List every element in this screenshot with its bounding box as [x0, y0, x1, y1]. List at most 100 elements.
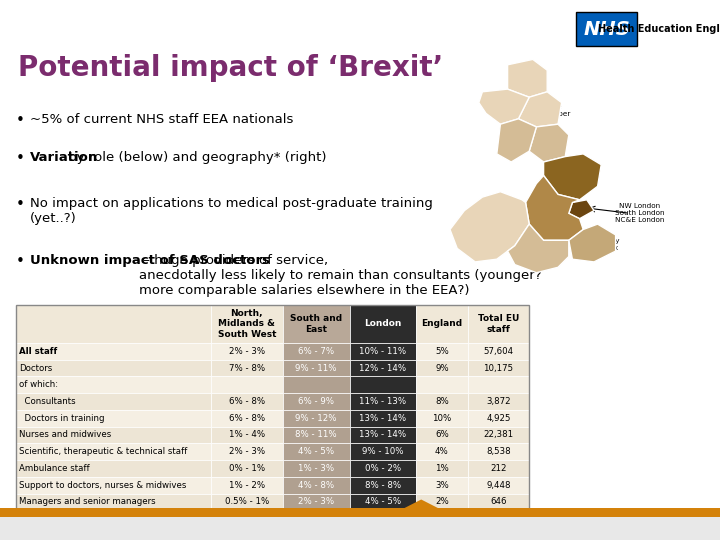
Bar: [467, 393, 529, 410]
Bar: [349, 443, 416, 460]
Text: 212: 212: [490, 464, 507, 473]
Bar: [283, 360, 349, 376]
Bar: [349, 360, 416, 376]
Text: 4% - 5%: 4% - 5%: [298, 447, 334, 456]
Text: 1%: 1%: [435, 464, 449, 473]
Bar: [467, 305, 529, 343]
Text: 22,381: 22,381: [483, 430, 513, 440]
Text: 9,448: 9,448: [486, 481, 510, 490]
Bar: [416, 410, 467, 427]
Text: 5%: 5%: [435, 347, 449, 356]
Text: 9% - 11%: 9% - 11%: [295, 363, 337, 373]
Bar: [416, 376, 467, 393]
Text: NHS: NHS: [584, 19, 630, 39]
FancyBboxPatch shape: [576, 12, 637, 46]
Text: 1% - 3%: 1% - 3%: [298, 464, 334, 473]
Bar: [467, 443, 529, 460]
Text: 6% - 7%: 6% - 7%: [298, 347, 334, 356]
Text: 6% - 8%: 6% - 8%: [229, 414, 265, 423]
Text: •: •: [16, 197, 24, 212]
Text: 10%: 10%: [432, 414, 451, 423]
Bar: [349, 410, 416, 427]
Bar: [467, 460, 529, 477]
Text: 13% - 14%: 13% - 14%: [359, 414, 407, 423]
Bar: [349, 460, 416, 477]
Text: *Darker regions indicate a higher proportion of EEA clinical staff: *Darker regions indicate a higher propor…: [193, 525, 527, 535]
Text: 3,872: 3,872: [486, 397, 510, 406]
Text: South West: South West: [465, 225, 507, 232]
Bar: [467, 343, 529, 360]
Bar: [467, 477, 529, 494]
Bar: [283, 393, 349, 410]
Text: Ambulance staff: Ambulance staff: [19, 464, 90, 473]
Text: 0% - 1%: 0% - 1%: [229, 464, 265, 473]
Text: 8,538: 8,538: [486, 447, 510, 456]
Polygon shape: [526, 176, 583, 240]
Bar: [16, 494, 211, 510]
Bar: [349, 393, 416, 410]
Text: No impact on applications to medical post-graduate training
(yet..?): No impact on applications to medical pos…: [30, 197, 433, 225]
Text: 10,175: 10,175: [483, 363, 513, 373]
Text: 57,604: 57,604: [483, 347, 513, 356]
Bar: [211, 360, 283, 376]
Text: ~5% of current NHS staff EEA nationals: ~5% of current NHS staff EEA nationals: [30, 113, 294, 126]
Text: South and
East: South and East: [290, 314, 342, 334]
Text: Doctors: Doctors: [19, 363, 53, 373]
Bar: [283, 343, 349, 360]
Bar: [16, 410, 211, 427]
Text: by role (below) and geography* (right): by role (below) and geography* (right): [64, 151, 326, 164]
Bar: [0, 508, 720, 517]
Text: 9% - 12%: 9% - 12%: [295, 414, 337, 423]
Bar: [211, 393, 283, 410]
Text: 2% - 3%: 2% - 3%: [229, 447, 265, 456]
Polygon shape: [508, 224, 569, 273]
Bar: [467, 376, 529, 393]
Bar: [16, 305, 529, 510]
Bar: [467, 360, 529, 376]
Text: 7% - 8%: 7% - 8%: [229, 363, 265, 373]
Text: 6%: 6%: [435, 430, 449, 440]
Polygon shape: [508, 59, 547, 97]
Text: England: England: [421, 320, 462, 328]
Bar: [16, 460, 211, 477]
Text: London: London: [364, 320, 402, 328]
Text: of which:: of which:: [19, 380, 58, 389]
Bar: [211, 410, 283, 427]
Text: •: •: [16, 113, 24, 129]
Text: •: •: [16, 254, 24, 269]
Text: 1% - 2%: 1% - 2%: [229, 481, 265, 490]
Bar: [416, 477, 467, 494]
Text: 0% - 2%: 0% - 2%: [365, 464, 401, 473]
Text: Nurses and midwives: Nurses and midwives: [19, 430, 112, 440]
Text: Yorkshire
& the Humber: Yorkshire & the Humber: [519, 104, 571, 117]
Text: 646: 646: [490, 497, 507, 507]
Bar: [0, 510, 720, 540]
Polygon shape: [569, 200, 594, 219]
Text: All staff: All staff: [19, 347, 58, 356]
Bar: [211, 376, 283, 393]
Text: Support to doctors, nurses & midwives: Support to doctors, nurses & midwives: [19, 481, 186, 490]
Text: 1% - 4%: 1% - 4%: [229, 430, 265, 440]
Text: 9%: 9%: [435, 363, 449, 373]
Text: Unknown impact of SAS doctors: Unknown impact of SAS doctors: [30, 254, 270, 267]
Bar: [416, 460, 467, 477]
Text: 3%: 3%: [435, 481, 449, 490]
Text: 12% - 14%: 12% - 14%: [359, 363, 407, 373]
Bar: [16, 393, 211, 410]
Polygon shape: [497, 119, 536, 162]
Text: East of
England: East of England: [562, 171, 590, 184]
Text: 8% - 11%: 8% - 11%: [295, 430, 337, 440]
Bar: [211, 343, 283, 360]
Bar: [349, 376, 416, 393]
Text: Thames
Valley: Thames Valley: [540, 210, 569, 222]
Text: Scientific, therapeutic & technical staff: Scientific, therapeutic & technical staf…: [19, 447, 188, 456]
Text: 4%: 4%: [435, 447, 449, 456]
Text: Kern, Surrey
and Sussex: Kern, Surrey and Sussex: [575, 238, 620, 251]
Polygon shape: [569, 224, 616, 262]
Text: 4,925: 4,925: [486, 414, 510, 423]
Bar: [283, 460, 349, 477]
Bar: [16, 360, 211, 376]
Bar: [416, 427, 467, 443]
Text: Consultants: Consultants: [19, 397, 76, 406]
Text: 4% - 5%: 4% - 5%: [365, 497, 401, 507]
